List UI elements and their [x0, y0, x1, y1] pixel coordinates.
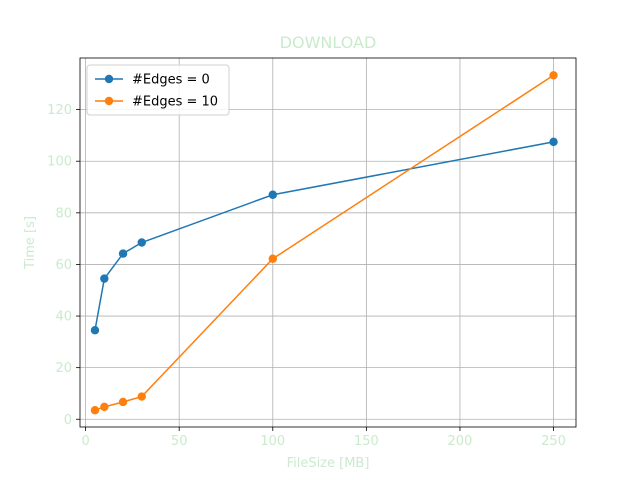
y-tick-label: 60	[55, 258, 72, 273]
y-tick-label: 100	[47, 155, 72, 170]
data-point	[100, 402, 109, 412]
x-tick-label: 50	[171, 434, 188, 449]
series-0	[90, 137, 558, 335]
data-point	[137, 238, 146, 247]
y-axis-label: Time [s]	[23, 216, 38, 270]
data-point	[268, 190, 277, 199]
data-point	[100, 274, 109, 283]
chart-title: DOWNLOAD	[280, 33, 377, 52]
y-tick-label: 80	[55, 206, 72, 221]
series-line	[94, 141, 554, 331]
data-point	[90, 326, 100, 335]
legend-label: #Edges = 0	[132, 73, 210, 88]
data-point	[549, 71, 558, 80]
y-tick-label: 40	[55, 310, 72, 325]
data-point	[118, 249, 128, 258]
data-point	[549, 137, 558, 147]
x-tick-label: 150	[354, 434, 379, 449]
series-layer	[90, 71, 558, 415]
data-point	[90, 406, 100, 415]
data-point	[268, 254, 277, 263]
legend-swatch-marker	[104, 74, 114, 84]
series-1	[90, 71, 558, 415]
axis-ticks: 0 50 100 150 200 250 0 20 40 60 80 100 120	[47, 103, 566, 449]
legend-item: #Edges = 0	[95, 73, 210, 88]
plot-frame	[79, 57, 577, 428]
x-axis-label: FileSize [MB]	[287, 456, 370, 471]
y-tick-label: 0	[64, 413, 72, 428]
legend-item: #Edges = 10	[95, 95, 218, 110]
data-point	[118, 397, 128, 407]
legend: #Edges = 0 #Edges = 10	[86, 64, 230, 116]
legend-label: #Edges = 10	[132, 95, 218, 110]
x-tick-label: 250	[541, 434, 566, 449]
legend-swatch-marker	[104, 96, 114, 106]
data-point	[137, 392, 146, 401]
y-tick-label: 120	[47, 103, 72, 118]
grid-lines	[80, 58, 576, 427]
x-tick-label: 200	[448, 434, 473, 449]
y-tick-label: 20	[55, 361, 72, 376]
x-tick-label: 0	[81, 434, 89, 449]
x-tick-label: 100	[260, 434, 285, 449]
legend-box	[86, 64, 230, 116]
